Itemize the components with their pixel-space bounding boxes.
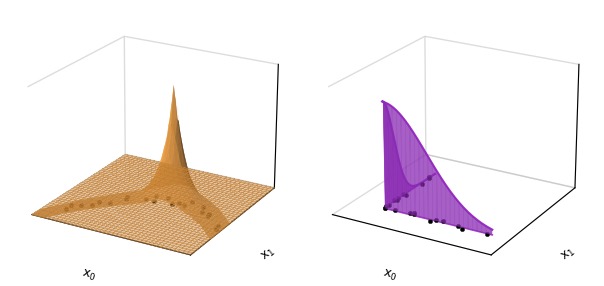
Y-axis label: x$_1$: x$_1$ bbox=[259, 244, 278, 263]
X-axis label: x$_0$: x$_0$ bbox=[381, 268, 398, 284]
Y-axis label: x$_1$: x$_1$ bbox=[559, 244, 578, 263]
X-axis label: x$_0$: x$_0$ bbox=[80, 268, 97, 284]
